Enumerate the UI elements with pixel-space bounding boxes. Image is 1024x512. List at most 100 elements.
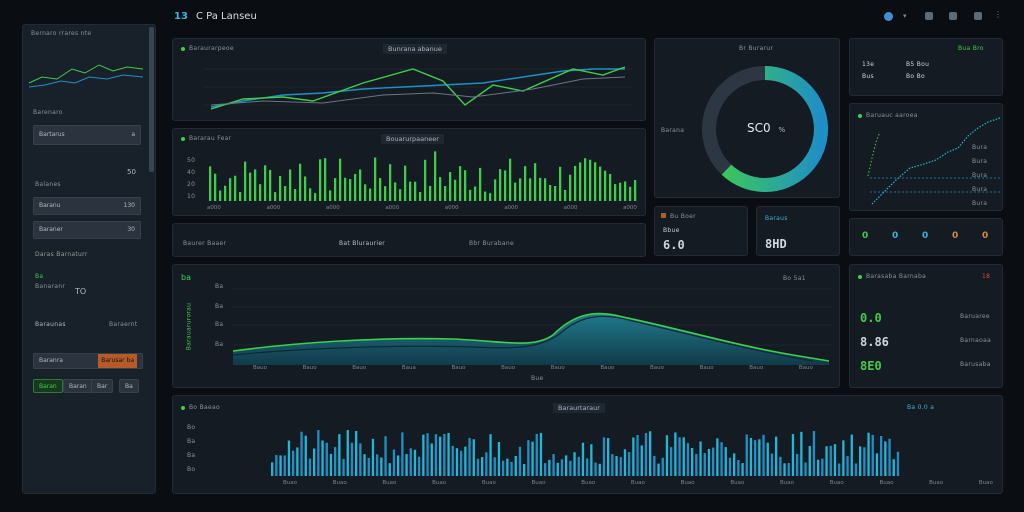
area-fill	[233, 313, 829, 365]
bottom-bar	[615, 456, 618, 476]
app-logo[interactable]: 13	[174, 11, 188, 22]
bottom-xtick-4: Buao	[481, 480, 496, 486]
icon-row-item-4[interactable]: 0	[952, 231, 959, 241]
bottom-chart-title-text: Bo Baeao	[189, 404, 220, 411]
bottom-bar	[703, 453, 706, 476]
bar-top-bar	[584, 158, 587, 201]
bar-top-bar	[294, 188, 297, 201]
kpi-a-unit: Bbue	[663, 227, 680, 234]
bottom-bar	[279, 455, 282, 476]
bar-top-bar	[439, 177, 442, 201]
icon-row-item-1[interactable]: 0	[862, 231, 869, 241]
bottom-bar	[590, 444, 593, 476]
camera-icon[interactable]	[949, 12, 957, 20]
area-xtick-1: Bauo	[302, 365, 317, 371]
donut-center-value: SC0 %	[747, 121, 785, 135]
bar-top-ytick-1: 40	[187, 169, 196, 176]
sidebar-green-heading: Daras Barnaturr	[35, 251, 88, 258]
bottom-bar	[758, 439, 761, 476]
sidebar-scrollbar[interactable]	[149, 27, 154, 172]
bar-top-bar	[364, 184, 367, 201]
sidebar-orange-row[interactable]: Baranra Barusar ba	[33, 353, 143, 369]
bottom-bar	[552, 454, 555, 476]
bottom-bar	[464, 446, 467, 476]
bar-top-bar	[614, 184, 617, 201]
bottom-bar	[728, 457, 732, 476]
bottom-bar	[871, 434, 874, 476]
bar-top-bar	[474, 186, 477, 201]
bottom-bar	[712, 447, 715, 476]
bar-top-bar	[634, 180, 637, 201]
bottom-bar	[531, 441, 534, 476]
curve-series	[871, 117, 1001, 205]
kpi-panel-b: Baraus 8HD	[756, 206, 840, 256]
icon-row-item-2[interactable]: 0	[892, 231, 899, 241]
sidebar-row-1-value: 130	[123, 202, 135, 209]
curve-chart	[867, 117, 1001, 205]
bar-top-bar	[419, 191, 422, 201]
bar-top-bar	[494, 179, 497, 201]
bottom-ytick-0: Bo	[187, 424, 196, 431]
bottom-bar	[661, 457, 664, 476]
bar-top-label-text: Bararau Fear	[189, 135, 232, 142]
bottom-bar	[800, 431, 803, 476]
line-series-green	[210, 66, 626, 110]
sidebar-row-2-value: 30	[127, 226, 135, 233]
bottom-bar	[602, 437, 606, 476]
sidebar-bottom-button-4[interactable]: Ba	[119, 379, 139, 393]
sidebar-bottom-button-2[interactable]: Baran	[63, 379, 93, 393]
side-stat-1-value: 0.0	[860, 311, 882, 325]
sidebar-title: Bernaro rrares nte	[31, 30, 92, 37]
area-ytick-1: Ba	[215, 303, 224, 310]
sidebar-bottom-button-3[interactable]: Bar	[91, 379, 114, 393]
donut-title: Br Burarur	[739, 45, 774, 52]
bottom-bar	[300, 431, 303, 476]
bottom-bar	[304, 435, 307, 476]
bottom-bar	[317, 430, 320, 476]
bottom-bar	[430, 443, 433, 476]
bottom-bar	[367, 457, 370, 476]
stat-strip-item-2: Bat Bluraurier	[339, 240, 386, 247]
bar-top-bar	[574, 165, 577, 201]
bar-top-xtick-5: a000	[504, 205, 519, 211]
icon-row-item-5[interactable]: 0	[982, 231, 989, 241]
sidebar-small-value: 50	[127, 168, 136, 176]
info-icon[interactable]	[925, 12, 933, 20]
settings-icon[interactable]	[974, 12, 982, 20]
bottom-bar	[838, 463, 841, 476]
more-icon[interactable]: ⋮	[994, 10, 1002, 19]
bottom-bar	[804, 462, 807, 476]
bar-top-bar	[504, 170, 507, 201]
kpi-a-value: 6.0	[663, 238, 685, 252]
bar-top-bar	[264, 165, 267, 201]
chevron-down-icon[interactable]: ▾	[903, 12, 907, 20]
icon-row-item-3[interactable]: 0	[922, 231, 929, 241]
bar-top-bar	[254, 169, 257, 201]
globe-icon[interactable]	[884, 12, 893, 21]
sidebar-button-1[interactable]: Bartarus a	[33, 125, 141, 145]
bottom-xtick-1: Buao	[332, 480, 347, 486]
bar-top-bar	[379, 178, 382, 201]
bottom-bar	[539, 432, 543, 476]
bar-top-bar	[599, 166, 602, 201]
app-title: C Pa Lanseu	[196, 11, 257, 22]
bottom-chart-panel: Bo Baeao Baraurtaraur Ba 0.0 a Bo Ba Ba …	[172, 395, 1003, 494]
bottom-bar	[418, 456, 421, 476]
bar-top-bar	[274, 192, 277, 201]
sidebar-row-2[interactable]: Baraner 30	[33, 221, 141, 239]
bottom-bar	[392, 449, 396, 476]
sidebar-row-1[interactable]: Baranu 130	[33, 197, 141, 215]
mini-row1-b: B5 Bou	[906, 61, 930, 68]
bottom-bar	[691, 447, 694, 476]
bottom-bar	[493, 457, 496, 476]
kpi-a-label-text: Bu Boer	[670, 213, 696, 220]
bar-top-bar	[394, 182, 397, 201]
sidebar-stat-value: TO	[75, 287, 87, 296]
bar-top-bar	[544, 178, 547, 201]
sidebar-bottom-button-1[interactable]: Baran	[33, 379, 63, 393]
bottom-bar	[812, 430, 816, 476]
bottom-bar	[695, 453, 698, 476]
bottom-bar	[514, 456, 517, 476]
area-xtick-5: Bauo	[501, 365, 516, 371]
bottom-ytick-2: Ba	[187, 452, 196, 459]
